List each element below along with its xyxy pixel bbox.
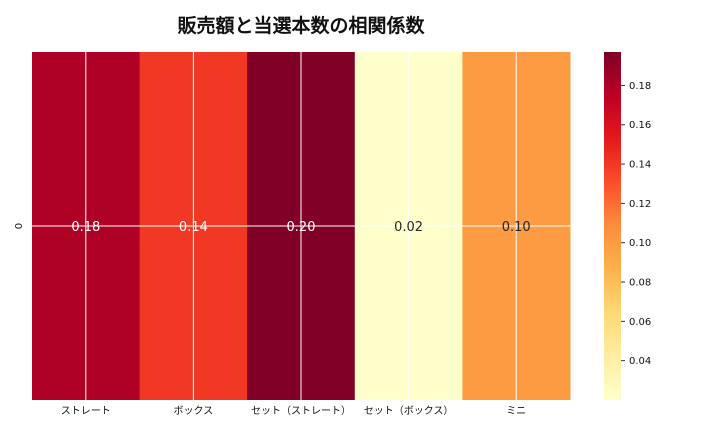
heatmap-grid [32, 52, 570, 400]
x-tick-label: ミニ [506, 406, 526, 417]
cell-value-label: 0.14 [179, 220, 208, 235]
colorbar-tick-label: 0.10 [629, 238, 651, 249]
x-tick-label: セット（ボックス） [364, 405, 454, 417]
colorbar-ticks: 0.04 0.06 0.08 0.10 0.12 0.14 0.16 0.18 [621, 81, 651, 367]
colorbar-tick-label: 0.12 [629, 199, 651, 210]
cell-value-label: 0.10 [502, 220, 531, 235]
colorbar-tick-label: 0.18 [629, 81, 651, 92]
x-tick-label: セット（ストレート） [251, 405, 351, 417]
colorbar-gradient [604, 52, 621, 400]
cell-value-label: 0.20 [287, 220, 316, 235]
colorbar: 0.04 0.06 0.08 0.10 0.12 0.14 0.16 0.18 [604, 52, 651, 400]
colorbar-tick-label: 0.14 [629, 160, 651, 171]
cell-value-label: 0.02 [394, 220, 423, 235]
chart-title: 販売額と当選本数の相関係数 [177, 14, 425, 37]
cell-value-labels: 0.18 0.14 0.20 0.02 0.10 [71, 220, 530, 235]
x-axis-tick-labels: ストレート ボックス セット（ストレート） セット（ボックス） ミニ [61, 405, 526, 417]
colorbar-tick-label: 0.16 [629, 120, 651, 131]
x-tick-label: ボックス [174, 405, 214, 417]
x-tick-label: ストレート [61, 406, 111, 417]
colorbar-tick-label: 0.08 [629, 278, 651, 289]
cell-value-label: 0.18 [71, 220, 100, 235]
y-tick-label: 0 [14, 223, 25, 229]
colorbar-tick-label: 0.04 [629, 356, 651, 367]
colorbar-tick-label: 0.06 [629, 317, 651, 328]
y-axis-tick-labels: 0 [14, 223, 25, 229]
